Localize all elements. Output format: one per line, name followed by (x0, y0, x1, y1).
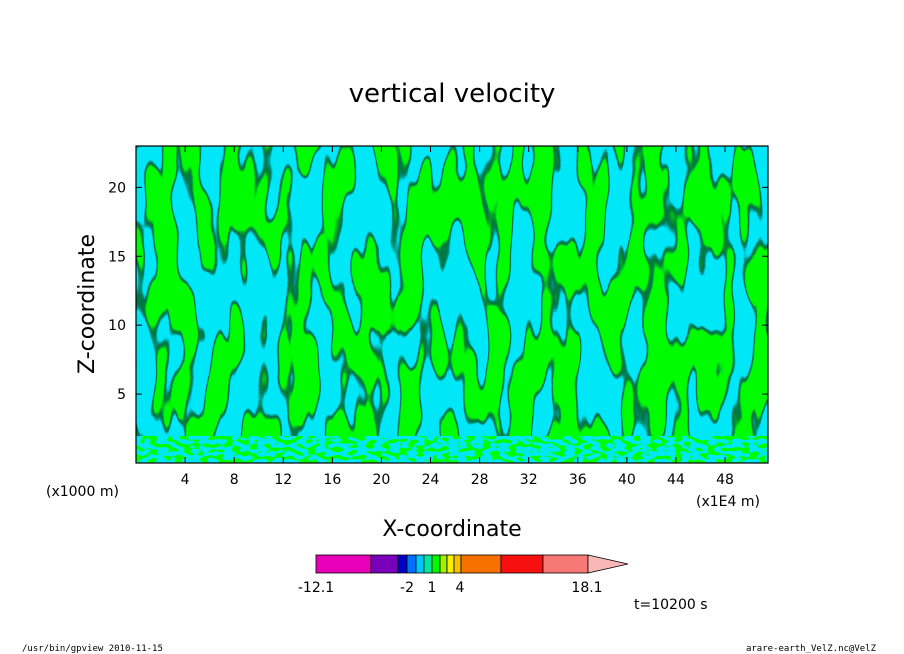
colorbar-segment (397, 554, 408, 574)
contour-lines (136, 146, 768, 436)
plot-area (136, 146, 768, 463)
x-tick-label: 24 (422, 472, 440, 488)
x-tick-label: 48 (716, 472, 734, 488)
colorbar: -12.1 -2 1 4 18.1 (298, 554, 629, 596)
colorbar-segment (315, 554, 372, 574)
x-tick-label: 4 (181, 472, 190, 488)
plot-frame (135, 145, 769, 464)
colorbar-segment (439, 554, 448, 574)
y-tick-label: 10 (108, 318, 126, 334)
chart-title: vertical velocity (349, 79, 556, 109)
x-tick-label: 20 (373, 472, 391, 488)
colorbar-segment (370, 554, 399, 574)
x-tick-label: 28 (471, 472, 489, 488)
y-tick-label: 15 (108, 249, 126, 265)
x-tick-label: 40 (618, 472, 636, 488)
colorbar-arrow (587, 554, 629, 574)
x-unit-right: (x1E4 m) (696, 494, 760, 510)
time-label: t=10200 s (634, 597, 708, 613)
colorbar-label: -2 (400, 580, 414, 596)
x-tick-label: 12 (274, 472, 292, 488)
y-axis-ticks: 5 10 15 20 (108, 180, 768, 403)
y-axis-label: Z-coordinate (75, 234, 100, 374)
colorbar-segment (453, 554, 462, 574)
colorbar-label: 4 (456, 580, 465, 596)
x-tick-label: 32 (520, 472, 538, 488)
colorbar-segment (431, 554, 441, 574)
colorbar-label: 18.1 (571, 580, 602, 596)
y-tick-label: 5 (117, 387, 126, 403)
colorbar-segment (500, 554, 544, 574)
colorbar-segment (446, 554, 455, 574)
colorbar-segment (423, 554, 433, 574)
x-tick-label: 44 (667, 472, 685, 488)
colorbar-segment (406, 554, 417, 574)
colorbar-segment (542, 554, 589, 574)
colorbar-label: -12.1 (298, 580, 334, 596)
x-unit-left: (x1000 m) (46, 484, 119, 500)
colorbar-label: 1 (428, 580, 437, 596)
near-surface-band (136, 436, 768, 463)
colorbar-segment (415, 554, 425, 574)
x-tick-label: 8 (230, 472, 239, 488)
footer-left: /usr/bin/gpview 2010-11-15 (22, 644, 163, 654)
colorbar-segment (460, 554, 502, 574)
y-tick-label: 20 (108, 180, 126, 196)
x-axis-ticks: 4 8 12 16 20 24 28 32 36 40 44 48 (181, 146, 734, 488)
x-axis-label: X-coordinate (382, 517, 521, 542)
x-tick-label: 16 (323, 472, 341, 488)
x-tick-label: 36 (569, 472, 587, 488)
footer-right: arare-earth_VelZ.nc@VelZ (746, 644, 877, 654)
